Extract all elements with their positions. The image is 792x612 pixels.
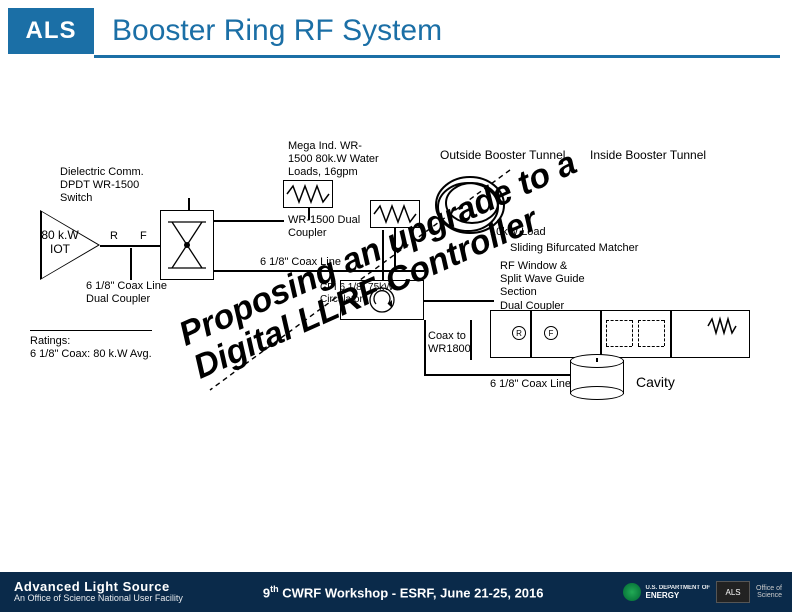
als-small-logo-icon: ALS — [716, 581, 750, 603]
wg-divider-3 — [670, 310, 672, 358]
rf-system-diagram: Dielectric Comm. DPDT WR-1500 Switch 80 … — [30, 130, 762, 430]
wg-load-icon — [706, 316, 746, 336]
office-science-label: Office of Science — [756, 585, 782, 599]
footer-event-rest: CWRF Workshop - ESRF, June 21-25, 2016 — [279, 585, 544, 600]
coax-line-label-2: 6 1/8" Coax Line — [490, 378, 571, 391]
sliding-label: Sliding Bifurcated Matcher — [510, 242, 638, 255]
port-f: F — [544, 326, 558, 340]
doe-seal-icon — [623, 583, 641, 601]
os-line2: Science — [756, 592, 782, 599]
wg-divider-2 — [600, 310, 602, 358]
footer-logos: U.S. DEPARTMENT OF ENERGY ALS Office of … — [623, 581, 782, 603]
title-rule — [94, 55, 780, 58]
wg-divider-1 — [530, 310, 532, 358]
circ-down — [424, 320, 426, 374]
cavity-icon — [570, 360, 624, 394]
circ-to-load — [382, 230, 384, 280]
coax-wr1800-arrow — [470, 320, 472, 360]
rfwin-label: RF Window & Split Wave Guide Section — [500, 260, 585, 300]
cpi-label: CPI 6 1/8" 75kW Circulator — [320, 282, 394, 306]
coax-line-lower — [424, 374, 574, 376]
os-line1: Office of — [756, 585, 782, 592]
port-r: R — [512, 326, 526, 340]
doe-line2: ENERGY — [645, 591, 710, 600]
footer-ord-sup: th — [270, 584, 279, 594]
footer-als: Advanced Light Source An Office of Scien… — [14, 580, 183, 604]
doe-line1: U.S. DEPARTMENT OF — [645, 585, 710, 591]
load10-label: 10kW Load — [490, 226, 546, 239]
cavity-label: Cavity — [636, 374, 675, 390]
slide-header: ALS Booster Ring RF System — [0, 0, 792, 62]
circ-out-line — [424, 300, 494, 302]
footer-als-line2: An Office of Science National User Facil… — [14, 594, 183, 604]
footer-event: 9th CWRF Workshop - ESRF, June 21-25, 20… — [183, 584, 624, 600]
doe-logo-icon: U.S. DEPARTMENT OF ENERGY — [623, 581, 710, 603]
coax-wr1800-label: Coax to WR1800 — [428, 330, 471, 356]
slide-title: Booster Ring RF System — [112, 14, 442, 48]
slide-footer: Advanced Light Source An Office of Scien… — [0, 572, 792, 612]
footer-als-line1: Advanced Light Source — [14, 580, 183, 594]
als-logo-badge: ALS — [8, 8, 94, 54]
